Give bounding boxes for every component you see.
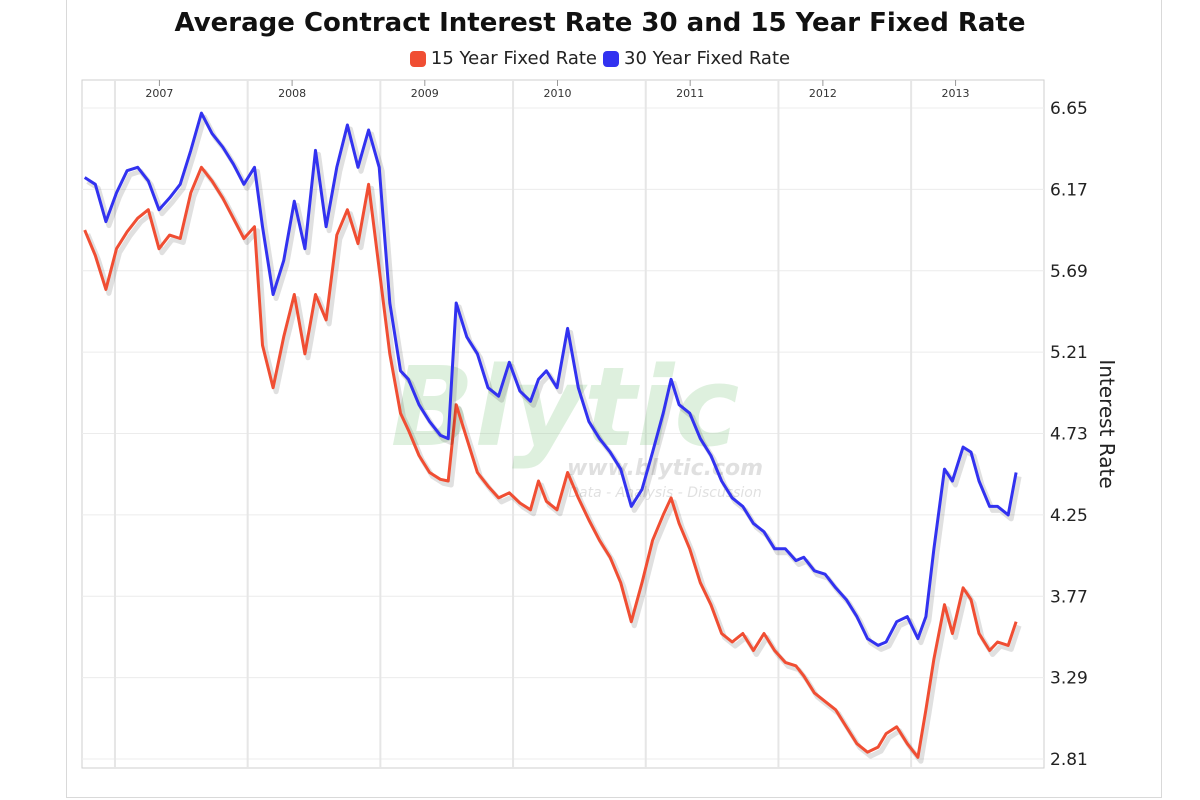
x-tick-label: 2009: [411, 87, 439, 100]
y-tick-label: 3.29: [1050, 669, 1088, 689]
y-tick-label: 4.25: [1050, 506, 1088, 526]
series-layer: [83, 111, 1022, 764]
axes: 2.81 3.29 3.77 4.25 4.73 5.21 5.69 6.17 6.65 2007…: [145, 80, 1119, 770]
y-axis-title: Interest Rate: [1095, 359, 1119, 488]
x-tick-label: 2013: [942, 87, 970, 100]
legend-label-30-year: 30 Year Fixed Rate: [624, 48, 791, 69]
legend-swatch-30-year: [603, 50, 619, 67]
chart-legend: 15 Year Fixed Rate 30 Year Fixed Rate: [0, 48, 1200, 69]
y-tick-label: 4.73: [1050, 425, 1088, 445]
y-tick-label: 6.17: [1050, 180, 1088, 200]
plot-border: [81, 79, 1045, 769]
y-tick-label: 6.65: [1050, 99, 1088, 119]
watermark-tagline: Data - Analysis - Discussion: [568, 485, 761, 501]
y-tick-label: 3.77: [1050, 587, 1088, 607]
legend-swatch-15-year: [409, 50, 426, 67]
series-line: [83, 111, 1018, 647]
x-tick-label: 2012: [809, 87, 837, 100]
y-tick-label: 2.81: [1050, 750, 1088, 770]
x-tick-label: 2008: [278, 87, 306, 100]
legend-item-15-year[interactable]: 15 Year Fixed Rate: [409, 48, 597, 69]
legend-label-15-year: 15 Year Fixed Rate: [430, 48, 597, 69]
legend-item-30-year[interactable]: 30 Year Fixed Rate: [603, 48, 790, 69]
chart-title: Average Contract Interest Rate 30 and 15…: [174, 8, 1026, 38]
watermark-url: www.blytic.com: [567, 456, 763, 481]
series-30-year: [83, 111, 1022, 652]
chart-frame: [66, 0, 1162, 798]
x-tick-label: 2011: [676, 87, 704, 100]
series-shadow: [85, 168, 1022, 764]
series-shadow: [86, 114, 1022, 652]
series-line: [83, 165, 1018, 759]
series-15-year: [83, 165, 1022, 764]
y-tick-label: 5.69: [1050, 262, 1088, 282]
x-tick-label: 2010: [543, 87, 571, 100]
x-tick-label: 2007: [145, 87, 173, 100]
y-tick-label: 5.21: [1050, 343, 1088, 363]
